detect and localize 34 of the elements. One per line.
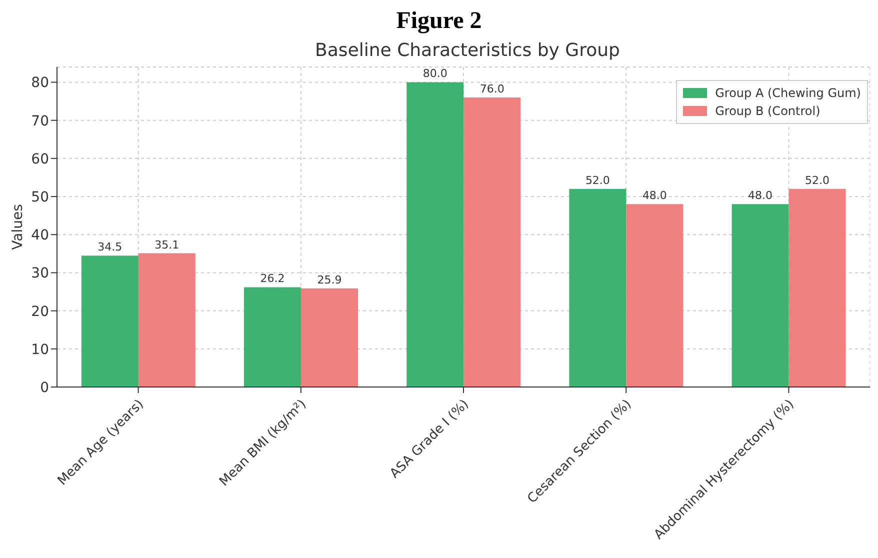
y-tick-label: 20 <box>31 304 49 320</box>
data-label: 80.0 <box>422 67 448 80</box>
data-label: 48.0 <box>642 189 667 202</box>
bar <box>244 287 301 387</box>
y-tick-label: 80 <box>31 75 49 92</box>
y-axis-title: Values <box>10 204 26 250</box>
chart-subtitle: Baseline Characteristics by Group <box>314 40 621 61</box>
chart-title: Figure 2 <box>395 8 483 36</box>
bar <box>300 288 358 387</box>
legend-label: Group B (Control) <box>715 103 820 120</box>
y-tick-label: 50 <box>31 189 49 206</box>
data-label: 35.1 <box>154 238 180 252</box>
bar <box>626 204 684 387</box>
legend-label: Group A (Chewing Gum) <box>715 85 861 102</box>
data-label: 26.2 <box>260 272 285 286</box>
bar <box>406 82 464 387</box>
bar <box>138 253 196 387</box>
y-tick-label: 30 <box>31 266 49 282</box>
y-tick-label: 70 <box>31 113 49 130</box>
data-label: 48.0 <box>748 189 773 202</box>
bar <box>788 188 846 387</box>
bar <box>81 256 138 387</box>
bar <box>464 97 521 387</box>
y-tick-label: 10 <box>31 342 49 358</box>
y-tick-label: 60 <box>31 151 49 168</box>
bar <box>569 188 626 387</box>
data-label: 25.9 <box>317 273 342 286</box>
data-label: 52.0 <box>805 174 830 187</box>
bar <box>732 204 789 387</box>
y-tick-label: 0 <box>40 380 49 396</box>
data-label: 52.0 <box>585 174 610 187</box>
data-label: 34.5 <box>98 240 122 254</box>
data-label: 76.0 <box>480 82 504 96</box>
y-tick-label: 40 <box>31 228 49 244</box>
